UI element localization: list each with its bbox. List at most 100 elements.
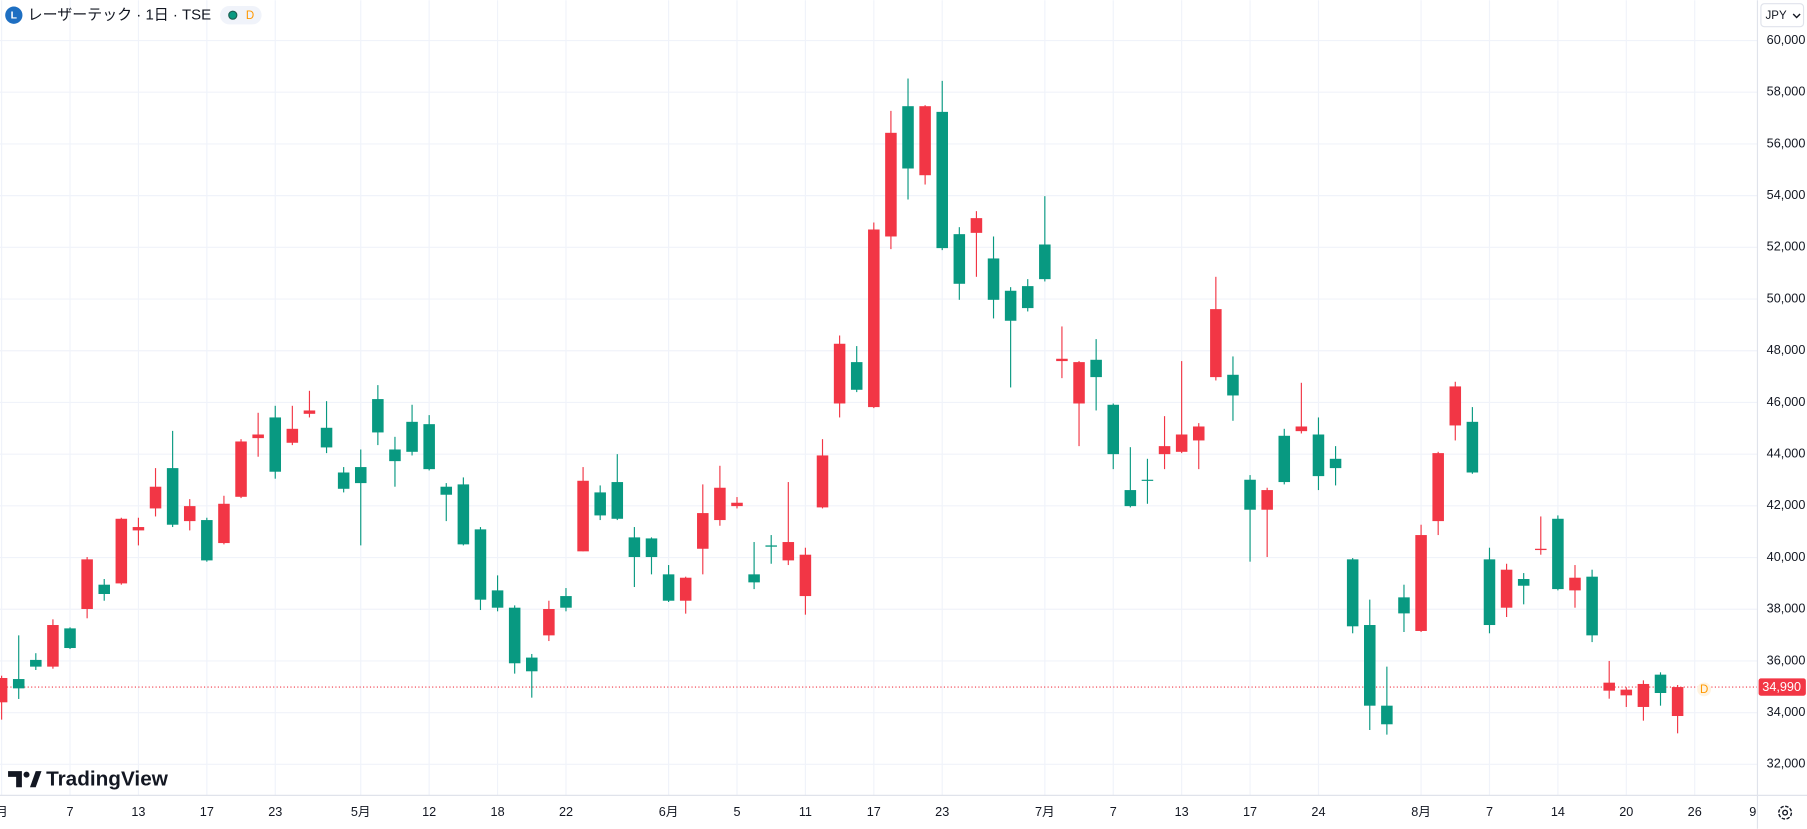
candle-body: [885, 132, 897, 237]
settings-gear-hub: [1782, 809, 1789, 816]
candle-body: [782, 542, 795, 561]
candle-body: [1021, 286, 1034, 309]
candle-body: [953, 234, 966, 284]
candle-body: [1107, 404, 1120, 455]
candle-body: [850, 362, 863, 390]
candle-body: [1295, 426, 1308, 432]
candle-body: [1483, 559, 1496, 626]
candle-body: [269, 417, 282, 472]
candle-body: [1586, 576, 1598, 636]
candle-body: [320, 427, 333, 448]
candle-body: [440, 486, 453, 495]
candle-body: [1124, 490, 1137, 507]
candle-body: [47, 625, 59, 667]
y-tick-label: 34,000: [1767, 705, 1806, 719]
candle-body: [1569, 577, 1581, 591]
candle-body: [1603, 682, 1615, 691]
candle-body: [474, 529, 487, 600]
candle-body: [30, 659, 42, 667]
x-tick-label: 6月: [659, 805, 679, 819]
candle-body: [115, 518, 128, 584]
status-badge[interactable]: [220, 5, 262, 25]
candle-body: [1346, 559, 1359, 627]
candle-body: [577, 480, 589, 552]
candle-body: [1192, 426, 1205, 441]
x-tick-label: 13: [131, 805, 145, 819]
candle-body: [1278, 435, 1291, 483]
currency-label: JPY: [1766, 10, 1787, 22]
candle-body: [252, 434, 264, 439]
candle-body: [508, 607, 521, 664]
candle-body: [611, 482, 624, 519]
y-tick-label: 60,000: [1767, 33, 1806, 47]
candle-body: [1535, 548, 1547, 551]
x-tick-label: 26: [1688, 805, 1702, 819]
candle-body: [1381, 705, 1393, 725]
candle-body: [1261, 490, 1273, 510]
x-tick-label: 24: [1311, 805, 1325, 819]
candle-body: [98, 584, 110, 594]
candle-body: [1671, 687, 1684, 717]
candle-body: [1004, 290, 1017, 321]
brand-text: TradingView: [46, 767, 169, 790]
candle-body: [1552, 518, 1564, 590]
candle-body: [1500, 569, 1513, 608]
settings-gear: [1778, 805, 1793, 820]
x-tick-label: 20: [1619, 805, 1633, 819]
candle-body: [1415, 535, 1427, 631]
x-tick-label: 7: [1486, 805, 1493, 819]
candle-body: [697, 513, 709, 549]
y-tick-label: 38,000: [1767, 602, 1806, 616]
candle-body: [1039, 244, 1051, 280]
candle-body: [149, 486, 162, 509]
candle-body: [235, 441, 247, 497]
candle-body: [1312, 434, 1325, 477]
candle-body: [543, 608, 555, 636]
candle-body: [303, 410, 316, 414]
candle-body: [64, 628, 76, 649]
currency-chevron: [1792, 13, 1801, 19]
candle-body: [628, 537, 641, 558]
candle-body: [12, 679, 25, 689]
candle-body: [1654, 674, 1667, 694]
candle-body: [1466, 421, 1479, 473]
symbol-icon[interactable]: [5, 6, 23, 24]
candle-body: [1364, 625, 1376, 706]
candle-body: [0, 678, 8, 703]
y-tick-label: 40,000: [1767, 550, 1806, 564]
candle-body: [286, 428, 299, 443]
y-tick-label: 54,000: [1767, 188, 1806, 202]
candle-body: [919, 106, 931, 176]
y-tick-label: 42,000: [1767, 498, 1806, 512]
current-price-badge: [1758, 678, 1806, 696]
last-bar-marker: [1697, 682, 1712, 697]
candle-body: [389, 449, 401, 462]
candle-body: [1158, 446, 1171, 455]
candle-body: [662, 574, 675, 601]
axes: 32,000 34,000 36,000 38,000 40,000 42,000 44,0…: [0, 33, 1805, 819]
current-price-label: 34,990: [1762, 680, 1801, 694]
x-tick-label: 13: [1175, 805, 1189, 819]
candle-body: [679, 577, 692, 601]
x-tick-label: 5: [733, 805, 740, 819]
chart-title[interactable]: レーザーテック · 1日 · TSE: [28, 7, 212, 24]
currency-button[interactable]: [1760, 3, 1805, 28]
brand-logo[interactable]: TradingView: [8, 767, 169, 790]
candle-body: [457, 484, 470, 545]
candle-body: [423, 424, 435, 470]
brand-logo-dot: [23, 771, 30, 778]
candle-body: [1073, 362, 1085, 404]
candle-body: [406, 421, 418, 452]
settings-icon[interactable]: [1778, 805, 1793, 820]
candle-body: [799, 554, 812, 597]
candle-body: [833, 343, 846, 404]
y-tick-label: 56,000: [1767, 136, 1806, 150]
y-tick-label: 58,000: [1767, 85, 1806, 99]
candle-body: [372, 399, 384, 433]
candle-body: [765, 545, 777, 547]
x-tick-label: 17: [200, 805, 214, 819]
y-tick-label: 32,000: [1767, 757, 1806, 771]
candle-body: [491, 590, 504, 608]
y-tick-label: 48,000: [1767, 343, 1806, 357]
candle-body: [868, 229, 880, 408]
